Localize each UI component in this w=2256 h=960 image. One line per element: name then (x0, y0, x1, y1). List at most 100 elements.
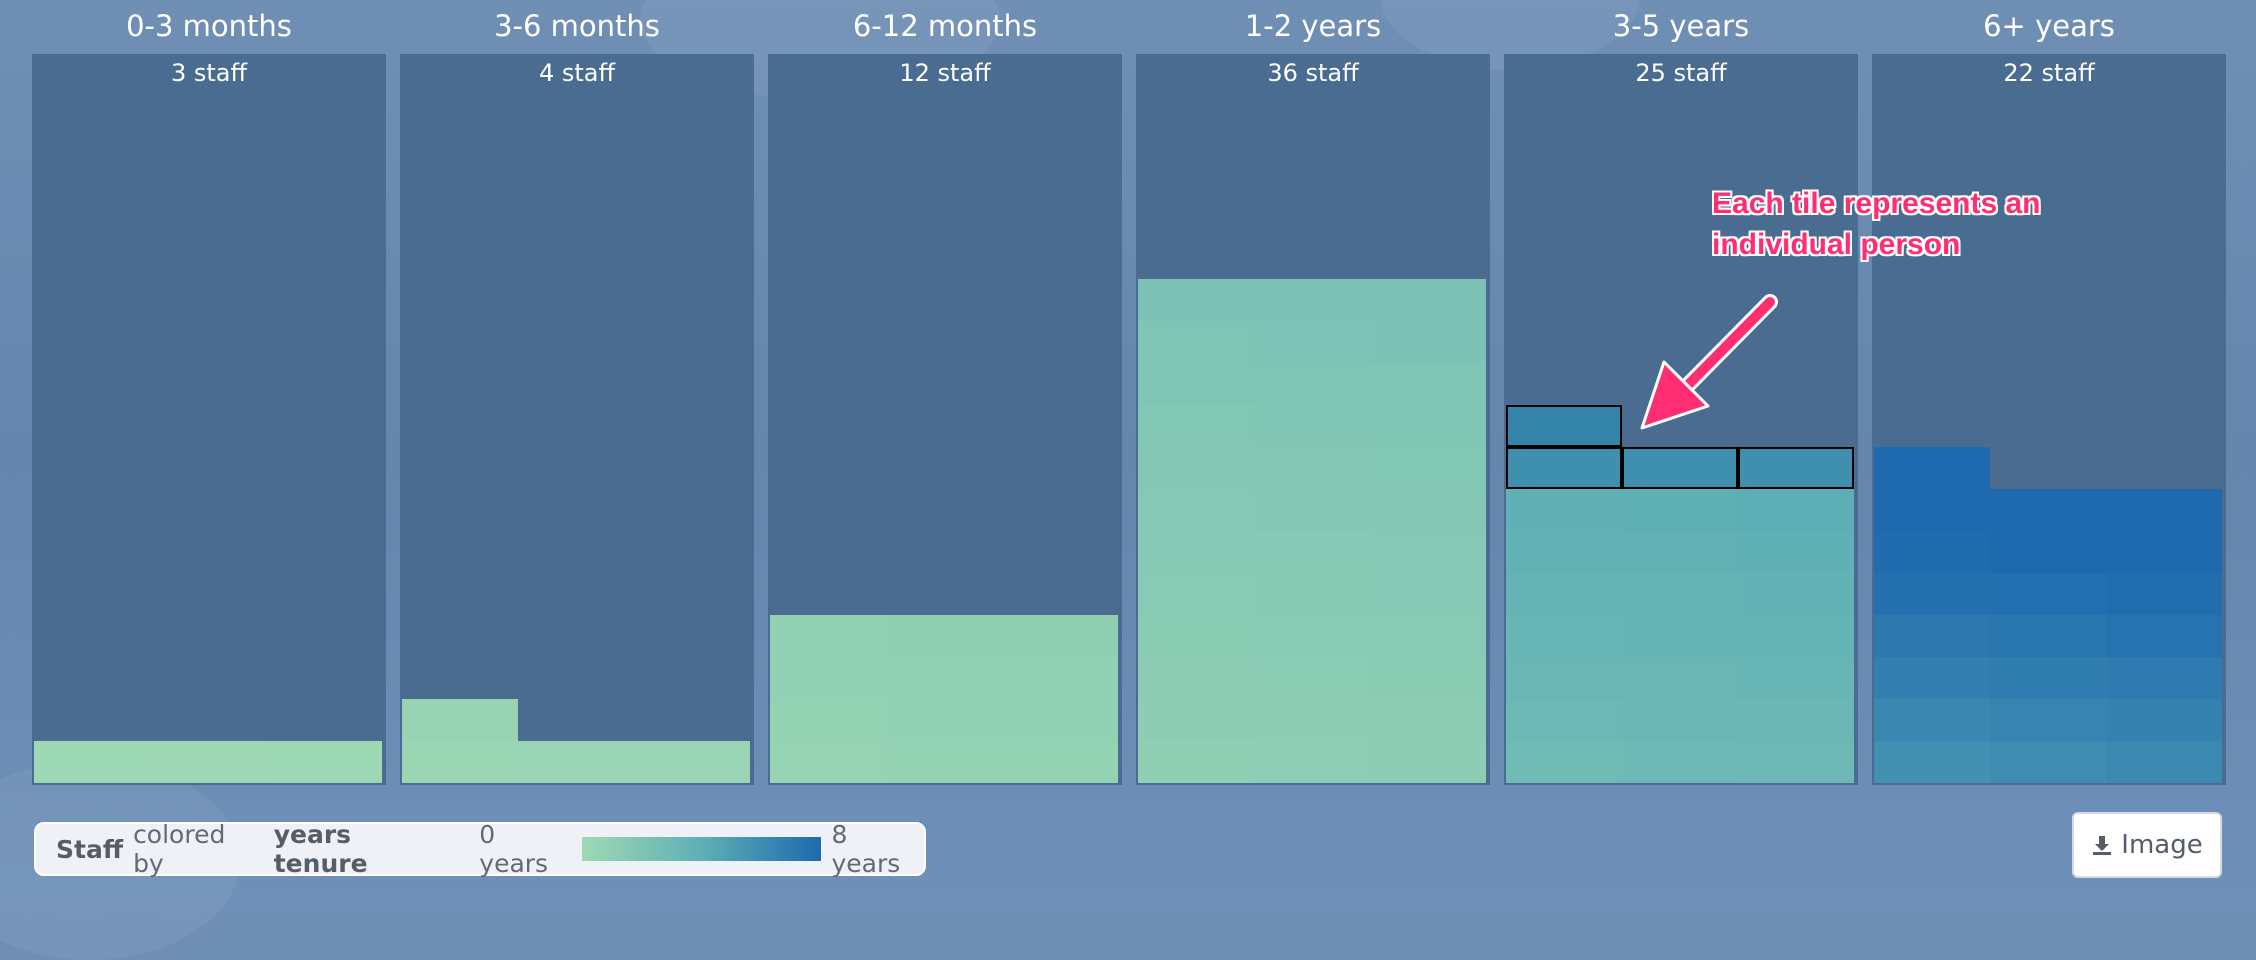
staff-tile (1990, 615, 2106, 657)
staff-tile (1506, 699, 1622, 741)
staff-tile (1138, 699, 1254, 741)
staff-tile (1990, 699, 2106, 741)
staff-tile (1874, 489, 1990, 531)
staff-tile (886, 699, 1002, 741)
arrow-head (1640, 360, 1710, 430)
staff-tile (1370, 489, 1486, 531)
staff-tile (1254, 573, 1370, 615)
staff-tile (1874, 573, 1990, 615)
staff-tile (1874, 531, 1990, 573)
staff-tile (1874, 657, 1990, 699)
staff-tile (1738, 699, 1854, 741)
staff-tile (1254, 447, 1370, 489)
staff-tile (1874, 615, 1990, 657)
highlighted-staff-tile (1622, 447, 1738, 489)
staff-tile (1138, 531, 1254, 573)
staff-tile (2106, 741, 2222, 783)
staff-tile (1370, 657, 1486, 699)
column-1-2-years: 1-2 years 36 staff (1136, 9, 1490, 785)
column-0-3-months: 0-3 months 3 staff (32, 9, 386, 785)
staff-tile (1874, 741, 1990, 783)
staff-tile (1738, 657, 1854, 699)
column-3-5-years: 3-5 years 25 staff (1504, 9, 1858, 785)
staff-tile (1990, 657, 2106, 699)
column-header: 0-3 months (126, 9, 292, 43)
staff-tile (886, 741, 1002, 783)
staff-tile (1370, 531, 1486, 573)
staff-tile (1990, 489, 2106, 531)
staff-tile (1370, 741, 1486, 783)
column-header: 6+ years (1983, 9, 2115, 43)
staff-tile (1738, 489, 1854, 531)
staff-tile (1254, 699, 1370, 741)
staff-tile (1254, 489, 1370, 531)
column-count-label: 4 staff (539, 59, 616, 87)
download-icon (2093, 836, 2112, 855)
staff-tile (1370, 699, 1486, 741)
column-header: 1-2 years (1245, 9, 1381, 43)
staff-tile (886, 615, 1002, 657)
staff-tile (1002, 741, 1118, 783)
staff-tile (1370, 279, 1486, 321)
staff-tile (150, 741, 266, 783)
legend-min-label: 0 years (479, 820, 549, 878)
staff-tile (1622, 573, 1738, 615)
highlighted-staff-tile (1506, 447, 1622, 489)
staff-tile (1370, 405, 1486, 447)
staff-tile (1622, 741, 1738, 783)
staff-tile (2106, 615, 2222, 657)
staff-tile (1002, 657, 1118, 699)
staff-tile (770, 741, 886, 783)
staff-tile (1738, 741, 1854, 783)
staff-tile (1370, 363, 1486, 405)
column-count-label: 12 staff (899, 59, 991, 87)
staff-tile (770, 615, 886, 657)
column-count-label: 25 staff (1635, 59, 1727, 87)
staff-tile (1138, 405, 1254, 447)
staff-tile (1990, 741, 2106, 783)
staff-tile (1370, 447, 1486, 489)
staff-tile (2106, 531, 2222, 573)
staff-tile (1622, 531, 1738, 573)
staff-tile (770, 657, 886, 699)
staff-tile (1138, 279, 1254, 321)
annotation-arrow (1640, 294, 1778, 430)
column-3-6-months: 3-6 months 4 staff (400, 9, 754, 785)
staff-tile (1990, 573, 2106, 615)
column-6-12-months: 6-12 months 12 staff (768, 9, 1122, 785)
staff-tile (1138, 615, 1254, 657)
legend-gradient-bar (581, 837, 822, 861)
staff-tile (1370, 615, 1486, 657)
staff-tile (1138, 657, 1254, 699)
staff-tile (402, 741, 518, 783)
staff-tile (1138, 447, 1254, 489)
staff-tile (1254, 741, 1370, 783)
arrow-shaft (1683, 297, 1775, 390)
staff-tile (1738, 573, 1854, 615)
staff-tile (1254, 657, 1370, 699)
column-count-label: 36 staff (1267, 59, 1359, 87)
column-count-label: 22 staff (2003, 59, 2095, 87)
staff-tile (1622, 657, 1738, 699)
column-6plus-years: 6+ years 22 staff (1872, 9, 2226, 785)
staff-tile (1138, 741, 1254, 783)
staff-tile (1506, 741, 1622, 783)
staff-tile (1254, 531, 1370, 573)
legend-tenure-label: years tenure (273, 820, 368, 878)
staff-tile (1254, 321, 1370, 363)
annotation-text: Each tile represents an individual perso… (1712, 187, 2041, 261)
staff-tile (518, 741, 634, 783)
column-background (32, 54, 386, 785)
staff-tile (1738, 615, 1854, 657)
staff-tile (1254, 405, 1370, 447)
staff-tile (1254, 279, 1370, 321)
staff-tile (1370, 573, 1486, 615)
column-count-label: 3 staff (171, 59, 248, 87)
staff-tile (1138, 573, 1254, 615)
image-download-button[interactable]: Image (2072, 812, 2222, 878)
staff-tile (1506, 573, 1622, 615)
staff-tile (634, 741, 750, 783)
legend-staff-label: Staff (56, 834, 124, 864)
staff-tile (886, 657, 1002, 699)
staff-tile (1138, 363, 1254, 405)
